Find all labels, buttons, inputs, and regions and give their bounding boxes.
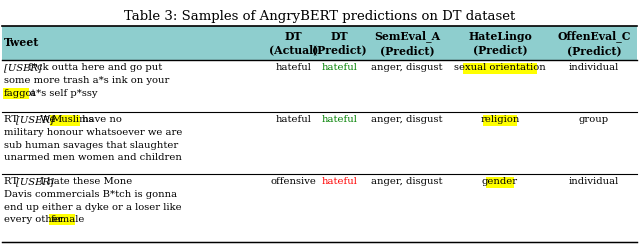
Text: some more trash a*s ink on your: some more trash a*s ink on your (4, 76, 170, 85)
Text: individual: individual (569, 177, 619, 186)
Text: hateful: hateful (321, 63, 357, 72)
Text: end up either a dyke or a loser like: end up either a dyke or a loser like (4, 203, 182, 212)
Text: group: group (579, 115, 609, 124)
Text: Davis commercials B*tch is gonna: Davis commercials B*tch is gonna (4, 190, 177, 199)
Text: sexual orientation: sexual orientation (454, 63, 546, 72)
Bar (2, 26, 637, 60)
Text: female: female (50, 215, 84, 224)
Text: DT
(Predict): DT (Predict) (312, 31, 367, 55)
Text: have no: have no (79, 115, 122, 124)
Text: HateLingo
(Predict): HateLingo (Predict) (468, 31, 532, 55)
Text: SemEval_A
(Predict): SemEval_A (Predict) (374, 30, 440, 56)
Text: hateful: hateful (276, 63, 312, 72)
Text: sub human savages that slaughter: sub human savages that slaughter (4, 141, 179, 150)
Text: f*ck outta here and go put: f*ck outta here and go put (25, 63, 163, 72)
Text: individual: individual (569, 63, 619, 72)
Text: a*s self p*ssy: a*s self p*ssy (27, 89, 97, 98)
Bar (2, 174, 637, 242)
Text: Muslims: Muslims (52, 115, 95, 124)
Text: every other: every other (4, 215, 66, 224)
Bar (3, 88, 29, 99)
Bar (51, 114, 81, 125)
Text: RT: RT (4, 177, 21, 186)
Text: anger, disgust: anger, disgust (371, 115, 443, 124)
Text: [USER]: [USER] (15, 177, 53, 186)
Text: hateful: hateful (321, 177, 357, 186)
Text: RT: RT (4, 115, 21, 124)
Text: anger, disgust: anger, disgust (371, 177, 443, 186)
Text: DT
(Actual): DT (Actual) (269, 31, 318, 55)
Text: gender: gender (482, 177, 518, 186)
Text: religion: religion (480, 115, 520, 124)
Text: military honour whatsoever we are: military honour whatsoever we are (4, 128, 182, 137)
Text: Table 3: Samples of AngryBERT predictions on DT dataset: Table 3: Samples of AngryBERT prediction… (124, 10, 516, 23)
Text: anger, disgust: anger, disgust (371, 63, 443, 72)
Text: Tweet: Tweet (4, 38, 40, 49)
Text: I hate these Mone: I hate these Mone (36, 177, 132, 186)
Text: We: We (36, 115, 58, 124)
Text: hateful: hateful (321, 115, 357, 124)
Bar (49, 214, 75, 225)
Text: hateful: hateful (276, 115, 312, 124)
Bar (486, 176, 513, 187)
Bar (483, 114, 517, 125)
Text: [USER]: [USER] (15, 115, 53, 124)
Bar (463, 62, 537, 73)
Text: offensive: offensive (271, 177, 316, 186)
Text: faggot: faggot (4, 89, 36, 98)
Bar (2, 112, 637, 174)
Text: [USER]: [USER] (4, 63, 42, 72)
Text: OffenEval_C
(Predict): OffenEval_C (Predict) (557, 30, 631, 56)
Text: unarmed men women and children: unarmed men women and children (4, 153, 182, 162)
Bar (2, 60, 637, 112)
